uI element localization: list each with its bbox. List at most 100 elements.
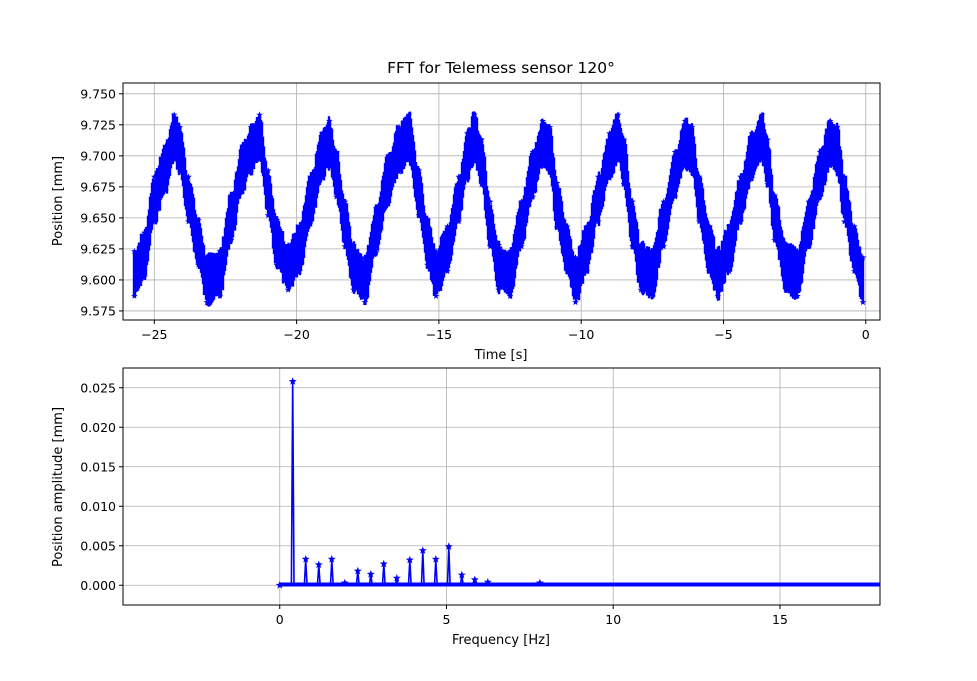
time-signal-marker	[296, 223, 303, 230]
time-signal-marker	[705, 223, 713, 230]
time-signal-marker	[851, 267, 858, 275]
time-signal-marker	[506, 247, 514, 255]
fft-peak-marker	[431, 555, 440, 563]
time-signal-marker	[620, 180, 628, 188]
fft-peak-marker	[418, 546, 427, 554]
time-plot-y-tick-label: 9.700	[80, 148, 116, 163]
time-signal-marker	[131, 247, 138, 255]
frequency-plot-x-tick-label: 0	[276, 612, 284, 627]
time-signal-marker	[227, 236, 235, 243]
frequency-x-axis-label: Frequency [Hz]	[452, 633, 550, 648]
time-signal-marker	[264, 211, 272, 219]
fft-peak-marker	[366, 570, 375, 578]
time-signal-marker	[794, 292, 801, 299]
time-signal-marker	[176, 168, 184, 175]
time-signal-marker	[307, 173, 315, 180]
time-signal-marker	[478, 136, 485, 143]
time-plot-grid	[123, 83, 880, 320]
time-signal-band	[132, 111, 865, 307]
time-signal-marker	[405, 156, 413, 163]
fft-peak-marker	[392, 573, 401, 582]
time-signal-marker	[637, 241, 645, 248]
frequency-plot-ticks: 0 5 10 15 0.000 0.005 0.010 0.015 0.020 0.025	[80, 380, 788, 627]
time-signal-marker	[296, 267, 303, 275]
fft-peak-marker	[288, 377, 297, 385]
time-domain-plot: −25 −20 −15 −10 −5 0 9.575 9.600 9.625 9.650 9.675…	[51, 82, 881, 363]
time-signal-marker	[725, 223, 733, 230]
time-signal-marker	[826, 162, 834, 169]
time-signal-marker	[546, 168, 554, 175]
time-signal-marker	[529, 148, 537, 155]
time-signal-marker	[771, 236, 778, 243]
time-signal-marker	[341, 198, 349, 205]
time-signal-marker	[318, 174, 326, 181]
time-signal-marker	[620, 136, 628, 143]
time-signal-marker	[614, 156, 622, 163]
time-signal-marker	[151, 173, 158, 180]
time-signal-marker	[714, 247, 722, 255]
time-signal-marker	[737, 218, 744, 225]
time-signal-marker	[583, 223, 591, 230]
frequency-plot-y-tick-label: 0.000	[80, 578, 116, 593]
time-signal-marker	[671, 193, 679, 200]
time-signal-marker	[764, 180, 771, 188]
time-signal-marker	[805, 198, 813, 205]
time-series-line	[131, 111, 867, 307]
frequency-plot-x-tick-label: 10	[605, 612, 621, 627]
time-signal-marker	[216, 247, 224, 255]
time-signal-marker	[748, 174, 756, 181]
time-signal-marker	[384, 154, 391, 162]
time-signal-marker	[764, 136, 771, 143]
time-signal-marker	[203, 254, 211, 261]
time-signal-marker	[737, 173, 744, 180]
time-signal-marker	[546, 123, 554, 131]
frequency-plot-y-tick-label: 0.020	[80, 420, 116, 435]
time-signal-marker	[239, 142, 246, 149]
time-signal-marker	[216, 292, 224, 299]
time-signal-marker	[333, 193, 340, 200]
time-signal-marker	[284, 241, 292, 248]
time-signal-marker	[444, 267, 451, 275]
time-plot-y-tick-label: 9.750	[80, 86, 116, 101]
time-signal-marker	[185, 173, 192, 180]
time-signal-marker	[539, 117, 547, 124]
time-signal-marker	[350, 241, 357, 248]
time-signal-marker	[373, 204, 380, 211]
time-signal-marker	[495, 286, 502, 293]
fft-peak-marker	[301, 555, 310, 563]
time-signal-marker	[660, 198, 667, 205]
time-signal-marker	[553, 179, 561, 186]
time-signal-marker	[141, 229, 148, 236]
fft-spectrum-line	[275, 377, 880, 589]
time-signal-marker	[714, 292, 722, 299]
time-signal-marker	[151, 218, 158, 225]
time-signal-marker	[859, 254, 867, 261]
time-signal-marker	[170, 111, 178, 118]
time-signal-marker	[432, 292, 440, 299]
time-signal-marker	[518, 242, 525, 250]
time-signal-marker	[563, 223, 571, 230]
time-signal-marker	[170, 156, 178, 163]
time-signal-marker	[185, 218, 192, 225]
time-signal-marker	[471, 156, 478, 163]
time-signal-marker	[273, 261, 280, 268]
fft-peak-marker	[444, 542, 453, 550]
time-signal-marker	[782, 241, 790, 248]
time-signal-marker	[851, 223, 858, 230]
time-plot-x-tick-label: −20	[283, 327, 309, 342]
time-signal-marker	[606, 174, 613, 181]
fft-peak-marker	[340, 578, 349, 587]
time-signal-marker	[444, 223, 451, 230]
time-signal-marker	[464, 130, 471, 137]
time-signal-marker	[583, 267, 591, 275]
time-signal-marker	[748, 130, 756, 137]
time-signal-marker	[771, 192, 778, 199]
time-signal-marker	[384, 199, 391, 206]
time-plot-y-tick-label: 9.625	[80, 241, 116, 256]
time-signal-marker	[614, 111, 622, 118]
time-signal-marker	[816, 148, 824, 155]
time-signal-marker	[758, 156, 766, 163]
time-signal-marker	[660, 242, 667, 250]
time-signal-marker	[486, 242, 494, 250]
